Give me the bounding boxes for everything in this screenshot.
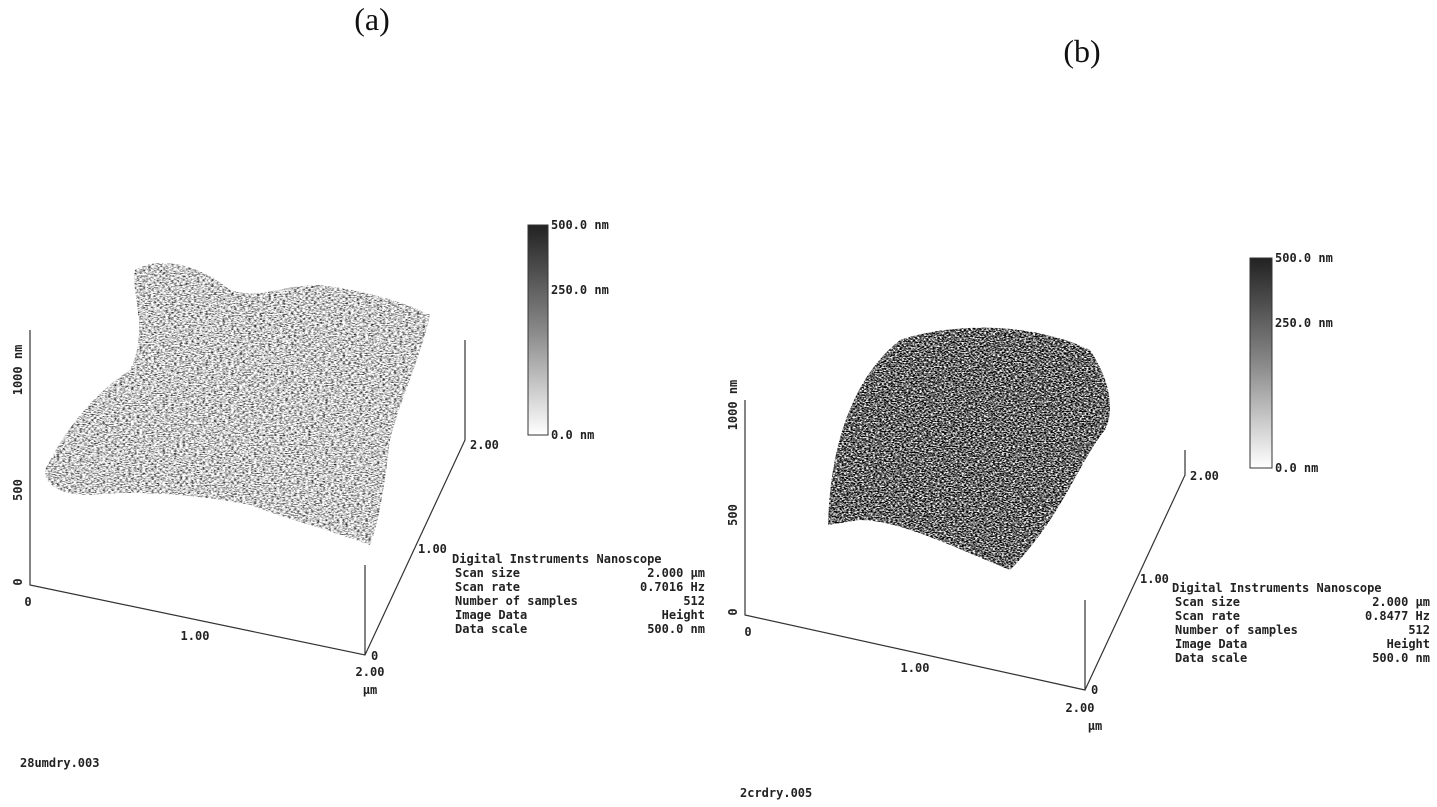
axes [744,400,1186,691]
info-value: Height [1387,637,1430,651]
x-axis-label: 0 [744,625,751,639]
info-value: 500.0 nm [647,622,705,636]
info-value: 0.8477 Hz [1365,609,1430,623]
colorbar-label: 0.0 nm [1275,461,1318,475]
filename: 28umdry.003 [20,756,99,770]
z-axis-label: 1000 nm [11,345,25,396]
info-value: 2.000 µm [647,566,705,580]
colorbar-label: 250.0 nm [1275,316,1333,330]
info-key: Data scale [455,622,527,636]
axes [29,330,466,656]
y-axis-label: 1.00 [418,542,447,556]
y-axis-label: 2.00 [470,438,499,452]
x-axis-label: 1.00 [901,661,930,675]
info-key: Data scale [1175,651,1247,665]
panel-label: (a) [354,1,390,37]
info-key: Number of samples [1175,623,1298,637]
y-axis-label: 2.00 [1190,469,1219,483]
colorbar-label: 500.0 nm [551,218,609,232]
info-value: 500.0 nm [1372,651,1430,665]
x-axis-label: µm [363,683,377,697]
info-value: 512 [1408,623,1430,637]
info-key: Scan size [455,566,520,580]
colorbar-label: 500.0 nm [1275,251,1333,265]
colorbar-label: 0.0 nm [551,428,594,442]
info-key: Image Data [1175,637,1247,651]
colorbar [1249,257,1273,469]
y-axis-label: 0 [1091,683,1098,697]
x-axis-label: 2.00 [356,665,385,679]
filename: 2crdry.005 [740,786,812,800]
info-key: Scan rate [1175,609,1240,623]
z-axis-label: 500 [11,479,25,501]
y-axis-label: 0 [371,649,378,663]
x-axis-label: µm [1088,719,1102,733]
surface-a [45,262,430,545]
info-key: Number of samples [455,594,578,608]
info-value: 0.7016 Hz [640,580,705,594]
z-axis-label: 500 [726,504,740,526]
z-axis-label: 1000 nm [726,380,740,431]
info-key: Image Data [455,608,527,622]
info-key: Scan size [1175,595,1240,609]
info-title: Digital Instruments Nanoscope [1172,581,1382,595]
z-axis-label: 0 [11,578,25,585]
x-axis-label: 0 [24,595,31,609]
surface-b [828,327,1110,570]
colorbar [527,224,549,436]
x-axis-label: 1.00 [181,629,210,643]
info-value: 2.000 µm [1372,595,1430,609]
panel-label: (b) [1063,33,1100,69]
info-value: 512 [683,594,705,608]
info-value: Height [662,608,705,622]
z-axis-label: 0 [726,608,740,615]
info-key: Scan rate [455,580,520,594]
y-axis-label: 1.00 [1140,572,1169,586]
x-axis-label: 2.00 [1066,701,1095,715]
colorbar-label: 250.0 nm [551,283,609,297]
info-title: Digital Instruments Nanoscope [452,552,662,566]
